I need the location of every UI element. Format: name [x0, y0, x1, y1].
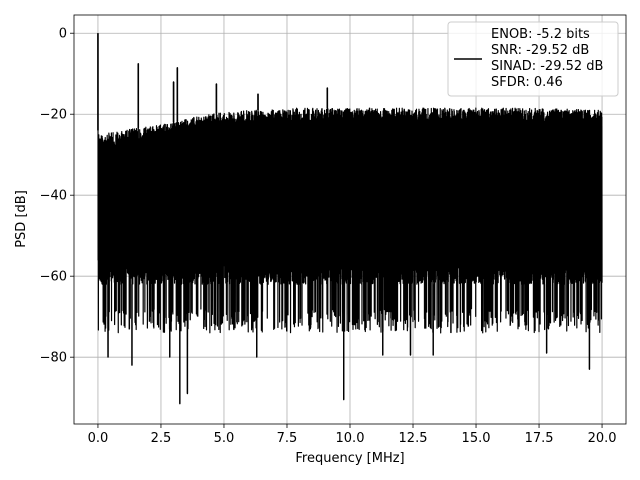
x-tick-label: 12.5 — [399, 431, 428, 446]
x-tick-label: 10.0 — [336, 431, 365, 446]
x-tick-label: 17.5 — [525, 431, 554, 446]
x-tick-label: 2.5 — [151, 431, 172, 446]
legend-entry-sinad: SINAD: -29.52 dB — [491, 59, 603, 74]
x-axis-label: Frequency [MHz] — [295, 451, 404, 466]
legend-entry-snr: SNR: -29.52 dB — [491, 43, 589, 58]
legend-entry-sfdr: SFDR: 0.46 — [491, 75, 563, 90]
x-tick-label: 0.0 — [88, 431, 109, 446]
x-tick-label: 15.0 — [462, 431, 491, 446]
y-tick-label: −80 — [40, 351, 67, 366]
y-tick-label: −40 — [40, 189, 67, 204]
x-tick-label: 5.0 — [214, 431, 235, 446]
y-tick-label: −60 — [40, 270, 67, 285]
y-axis-ticks: 0 −20 −40 −60 −80 — [40, 27, 74, 366]
psd-line — [97, 33, 603, 405]
legend-box — [447, 21, 619, 97]
legend: ENOB: -5.2 bits SNR: -29.52 dB SINAD: -2… — [447, 21, 619, 97]
legend-entry-enob: ENOB: -5.2 bits — [491, 27, 590, 42]
psd-series — [97, 33, 603, 405]
x-tick-label: 7.5 — [277, 431, 298, 446]
x-axis-ticks: 0.0 2.5 5.0 7.5 10.0 12.5 15.0 17.5 20.0 — [88, 424, 617, 446]
y-tick-label: 0 — [59, 27, 67, 42]
x-tick-label: 20.0 — [588, 431, 617, 446]
y-axis-label: PSD [dB] — [14, 190, 29, 248]
y-tick-label: −20 — [40, 108, 67, 123]
plot-area — [97, 33, 603, 405]
